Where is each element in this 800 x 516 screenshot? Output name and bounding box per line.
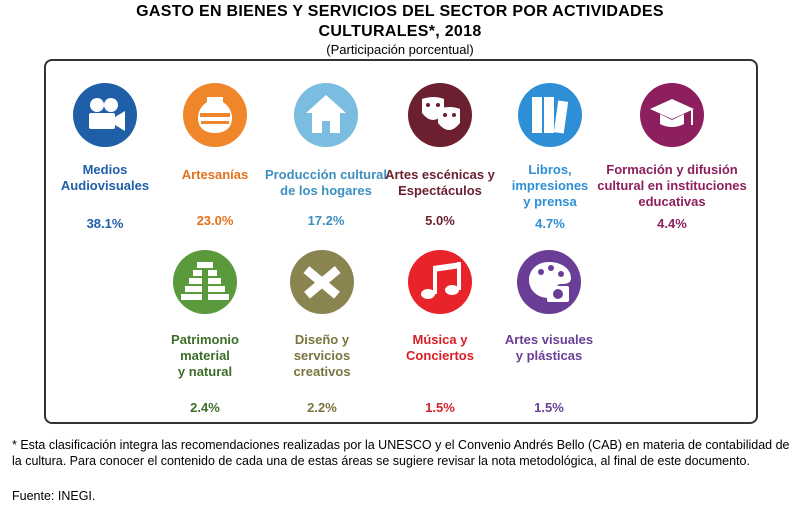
infographic-frame [44, 59, 758, 424]
category-label-line: y natural [177, 364, 233, 379]
chart-title-line1: GASTO EN BIENES Y SERVICIOS DEL SECTOR P… [136, 3, 664, 20]
palette-camera-icon [517, 250, 581, 314]
category-label-line: Conciertos [406, 348, 474, 363]
category-label-line: de los hogares [280, 183, 372, 198]
category-value-produccion-cultural-de-los-hogares: 17.2% [307, 213, 345, 228]
category-label-line: educativas [638, 194, 706, 209]
category-value-patrimonio-material-y-natural: 2.4% [190, 400, 220, 415]
category-label-patrimonio-material-y-natural: Patrimonio material y natural [130, 332, 280, 380]
category-label-line: impresiones [511, 178, 589, 193]
category-label-line: y plásticas [515, 348, 583, 363]
theater-masks-icon [408, 83, 472, 147]
category-label-line: Artes escénicas y [385, 167, 495, 182]
house-icon [294, 83, 358, 147]
category-value-musica-y-conciertos: 1.5% [425, 400, 455, 415]
category-label-formacion-y-difusion-cultural-en-instituciones-educativas: Formación y difusión cultural en instituc… [597, 162, 747, 210]
category-label-line: Música y [412, 332, 468, 347]
source-note: Fuente: INEGI. [12, 489, 96, 503]
category-label-line: Artesanías [181, 167, 249, 182]
category-label-medios-audiovisuales: Medios Audiovisuales [30, 162, 180, 194]
category-label-line: cultural en instituciones [597, 178, 747, 193]
category-label-line: Espectáculos [398, 183, 482, 198]
category-value-artes-visuales-y-plasticas: 1.5% [534, 400, 564, 415]
category-value-artesanias: 23.0% [196, 213, 234, 228]
category-label-artes-escenicas-y-espectaculos: Artes escénicas y Espectáculos [365, 167, 515, 199]
category-value-diseno-y-servicios-creativos: 2.2% [307, 400, 337, 415]
film-camera-icon [73, 83, 137, 147]
category-label-line: servicios [293, 348, 351, 363]
category-label-line: Medios [82, 162, 128, 177]
category-label-line: Libros, [528, 162, 572, 177]
category-label-diseno-y-servicios-creativos: Diseño y servicios creativos [247, 332, 397, 380]
category-label-line: y prensa [523, 194, 577, 209]
vase-icon [183, 83, 247, 147]
music-note-icon [408, 250, 472, 314]
category-label-line: Audiovisuales [60, 178, 150, 193]
graduation-cap-icon [640, 83, 704, 147]
books-icon [518, 83, 582, 147]
category-label-line: Artes visuales [504, 332, 594, 347]
category-label-produccion-cultural-de-los-hogares: Producción cultural de los hogares [251, 167, 401, 199]
category-label-line: creativos [293, 364, 351, 379]
category-label-musica-y-conciertos: Música y Conciertos [365, 332, 515, 364]
chart-subtitle: (Participación porcentual) [326, 42, 474, 57]
category-label-line: Diseño y [294, 332, 350, 347]
category-value-artes-escenicas-y-espectaculos: 5.0% [425, 213, 455, 228]
category-label-line: Patrimonio [171, 332, 239, 347]
category-value-formacion-y-difusion-cultural-en-instituciones-educativas: 4.4% [657, 216, 687, 231]
category-value-medios-audiovisuales: 38.1% [86, 216, 124, 231]
category-label-artes-visuales-y-plasticas: Artes visuales y plásticas [474, 332, 624, 364]
category-label-artesanias: Artesanías [140, 167, 290, 183]
category-label-line: Producción cultural [264, 167, 388, 182]
category-label-libros-impresiones-y-prensa: Libros, impresiones y prensa [475, 162, 625, 210]
footnote: * Esta clasificación integra las recomen… [12, 438, 790, 468]
pencil-ruler-icon [290, 250, 354, 314]
pyramid-icon [173, 250, 237, 314]
category-label-line: material [180, 348, 230, 363]
category-value-libros-impresiones-y-prensa: 4.7% [535, 216, 565, 231]
category-label-line: Formación y difusión [606, 162, 738, 177]
chart-title-line2: CULTURALES*, 2018 [318, 23, 482, 40]
